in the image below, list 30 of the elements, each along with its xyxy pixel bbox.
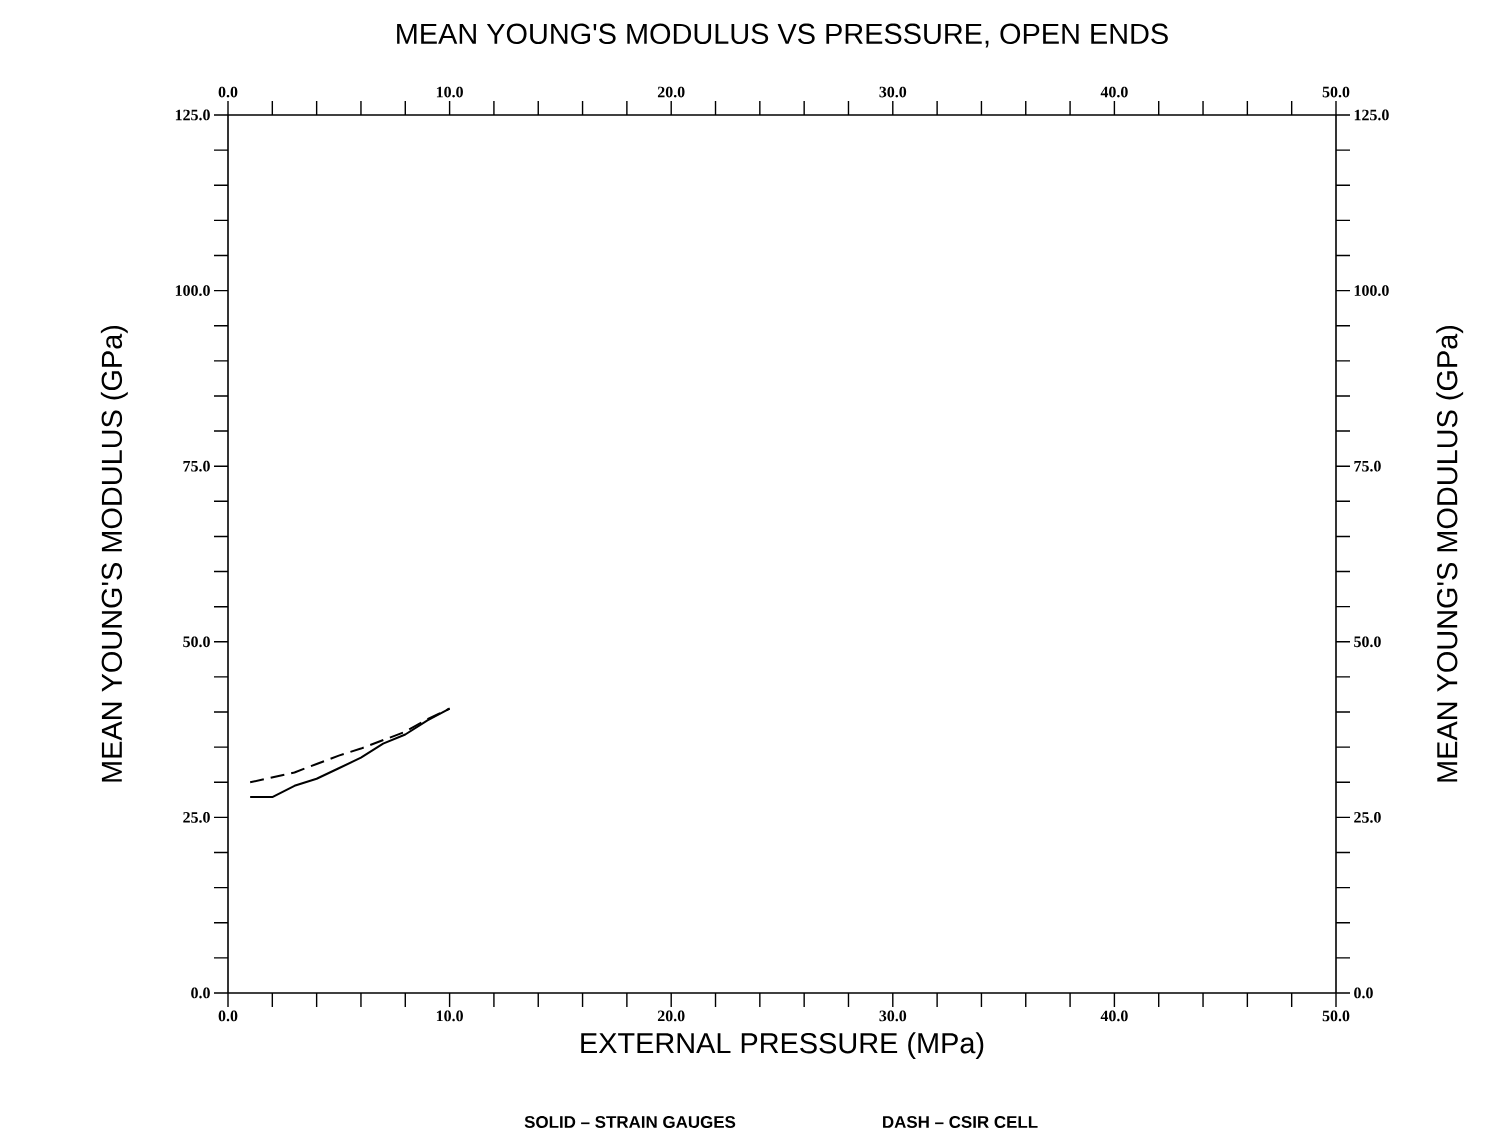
y-tick-label: 25.0 [183, 811, 210, 823]
x2-tick-label: 50.0 [1322, 1010, 1350, 1022]
y-tick-label: 50.0 [183, 636, 210, 648]
y-axis-title: MEAN YOUNG'S MODULUS (GPa) [100, 325, 128, 782]
y-tick-label: 100.0 [175, 285, 210, 296]
x-tick-label: 40.0 [1100, 86, 1128, 98]
x-axis-title: EXTERNAL PRESSURE (MPa) [581, 1032, 984, 1060]
x-tick-label: 20.0 [657, 86, 685, 98]
y-tick-label: 125.0 [175, 109, 210, 121]
text: SOLID – STRAIN GAUGES [524, 1116, 736, 1128]
x2-tick-label: 10.0 [436, 1010, 463, 1022]
chart-title: MEAN YOUNG'S MODULUS VS PRESSURE, OPEN ENDS [397, 23, 1168, 48]
x-tick-label: 0.0 [218, 86, 238, 98]
x-tick-label: 30.0 [879, 86, 907, 98]
y2-tick-label: 75.0 [1354, 460, 1381, 472]
x2-tick-label: 0.0 [218, 1010, 238, 1022]
y2-tick-label: 0.0 [1354, 987, 1373, 999]
x-tick-label: 50.0 [1322, 86, 1350, 98]
y2-axis-title: MEAN YOUNG'S MODULUS (GPa) [1436, 325, 1464, 782]
y2-tick-label: 100.0 [1354, 285, 1389, 296]
y2-tick-label: 25.0 [1354, 811, 1381, 823]
x-tick-label: 10.0 [436, 86, 463, 98]
x2-tick-label: 40.0 [1100, 1010, 1128, 1022]
y-tick-label: 0.0 [191, 987, 210, 999]
y-tick-label: 75.0 [183, 460, 210, 472]
y2-tick-label: 125.0 [1354, 109, 1389, 121]
x2-tick-label: 30.0 [879, 1010, 907, 1022]
text: DASH – CSIR CELL [883, 1116, 1038, 1128]
x2-tick-label: 20.0 [657, 1010, 685, 1022]
y2-tick-label: 50.0 [1354, 636, 1381, 648]
